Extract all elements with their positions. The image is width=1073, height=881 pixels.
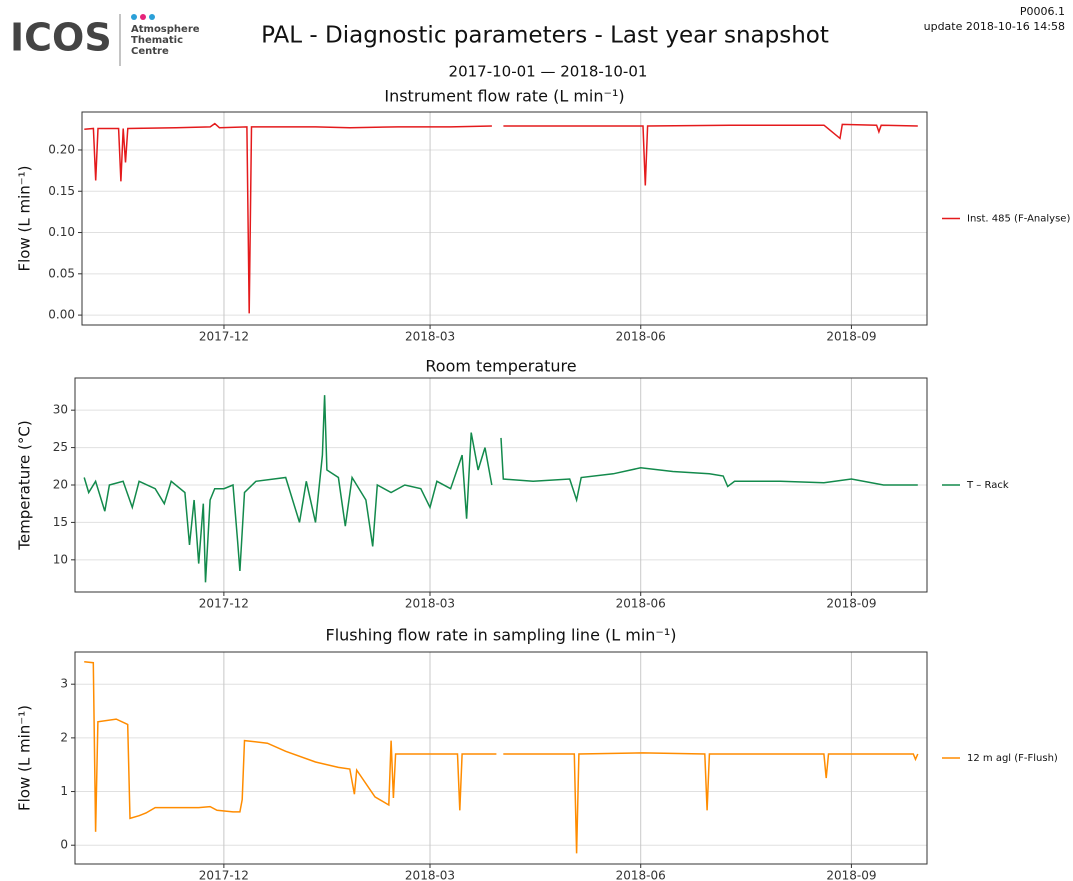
data-line [84, 660, 919, 854]
y-tick-label: 0.10 [48, 225, 75, 239]
plot-frame [74, 651, 928, 865]
x-tick-label: 2018-06 [616, 869, 666, 881]
x-tick-label: 2018-03 [405, 330, 455, 344]
chart-title: Room temperature [425, 357, 576, 376]
page-id: P0006.1 [1020, 5, 1065, 18]
legend-label: Inst. 485 (F-Analyse) [967, 214, 1070, 225]
y-tick-label: 25 [53, 440, 68, 454]
logo-dot [140, 14, 146, 20]
logo-sub: Centre [131, 46, 169, 57]
logo: ICOS [10, 16, 112, 60]
logo-dot [131, 14, 137, 20]
x-tick-label: 2018-03 [405, 869, 455, 881]
y-tick-label: 15 [53, 515, 68, 529]
x-tick-label: 2017-12 [199, 330, 249, 344]
y-axis-title: Flow (L min⁻¹) [16, 705, 34, 811]
y-tick-label: 3 [60, 677, 68, 691]
y-tick-label: 1 [60, 784, 68, 798]
date-range: 2017-10-01 — 2018-10-01 [449, 63, 648, 81]
y-tick-label: 0.00 [48, 308, 75, 322]
y-tick-label: 0.15 [48, 184, 75, 198]
x-tick-label: 2018-06 [616, 330, 666, 344]
y-tick-label: 0.20 [48, 142, 75, 156]
data-line [84, 122, 918, 314]
legend-label: T – Rack [966, 480, 1009, 491]
x-tick-label: 2018-09 [826, 330, 876, 344]
y-tick-label: 10 [53, 552, 68, 566]
update-time: update 2018-10-16 14:58 [924, 20, 1065, 33]
x-tick-label: 2018-09 [826, 869, 876, 881]
y-tick-label: 0 [60, 838, 68, 852]
plot-frame [81, 111, 928, 326]
y-tick-label: 0.05 [48, 266, 75, 280]
page-title: PAL - Diagnostic parameters - Last year … [261, 23, 829, 49]
x-tick-label: 2017-12 [199, 597, 249, 611]
x-tick-label: 2018-03 [405, 597, 455, 611]
chart-title: Instrument flow rate (L min⁻¹) [384, 87, 624, 106]
logo-sub: Atmosphere [131, 24, 200, 35]
y-axis-title: Temperature (°C) [16, 420, 34, 550]
y-tick-label: 30 [53, 403, 68, 417]
logo-sub: Thematic [131, 35, 183, 46]
logo-dot [149, 14, 155, 20]
x-tick-label: 2018-09 [826, 597, 876, 611]
y-tick-label: 2 [60, 730, 68, 744]
data-line [83, 395, 918, 583]
y-axis-title: Flow (L min⁻¹) [16, 165, 34, 271]
chart-title: Flushing flow rate in sampling line (L m… [325, 626, 676, 645]
x-tick-label: 2017-12 [199, 869, 249, 881]
legend-label: 12 m agl (F-Flush) [967, 753, 1058, 764]
y-tick-label: 20 [53, 478, 68, 492]
x-tick-label: 2018-06 [616, 597, 666, 611]
plot-frame [74, 377, 928, 593]
